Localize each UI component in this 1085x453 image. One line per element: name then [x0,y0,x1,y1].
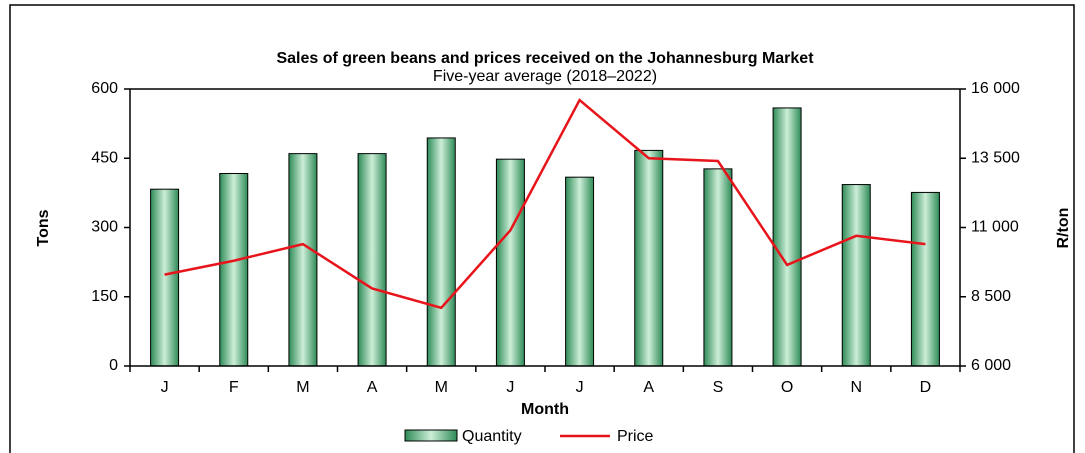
x-tick-label: F [229,379,239,396]
bar [772,107,802,367]
legend-label: Price [617,428,654,445]
chart-title: Sales of green beans and prices received… [276,50,814,67]
bar [703,168,733,367]
bar [910,191,940,367]
y2-tick-label: 13 500 [971,149,1020,166]
chart-subtitle: Five-year average (2018–2022) [433,68,657,85]
x-tick-label: M [296,379,309,396]
y-tick-label: 450 [91,149,118,166]
bar [565,176,595,367]
bar [634,149,664,367]
y-tick-label: 0 [109,357,118,374]
price-line [164,98,926,310]
bar [495,158,525,367]
y-tick-label: 300 [91,219,118,236]
y2-tick-label: 11 000 [971,219,1019,236]
x-tick-label: J [576,379,584,396]
y-tick-label: 600 [91,80,118,97]
legend-swatch [404,429,458,442]
y-axis-label: Tons [35,209,52,246]
x-tick-label: O [781,379,793,396]
x-tick-label: D [920,379,932,396]
y2-tick-label: 8 500 [971,288,1011,305]
bar [150,188,180,367]
y2-tick-label: 6 000 [971,357,1011,374]
chart-border [9,4,1075,453]
x-tick-label: M [435,379,448,396]
y2-axis-label: R/ton [1055,208,1072,249]
x-tick-label: N [850,379,862,396]
y2-tick-label: 16 000 [971,80,1020,97]
x-tick-label: J [506,379,514,396]
x-tick-label: A [643,379,654,396]
legend-label: Quantity [462,428,522,445]
bar [841,184,871,367]
x-tick-label: S [713,379,724,396]
bar [357,153,387,367]
bar [426,137,456,367]
bar [288,153,318,367]
x-tick-label: J [161,379,169,396]
x-axis-label: Month [521,401,569,418]
y-tick-label: 150 [91,288,118,305]
bar [219,172,249,367]
x-tick-label: A [367,379,378,396]
